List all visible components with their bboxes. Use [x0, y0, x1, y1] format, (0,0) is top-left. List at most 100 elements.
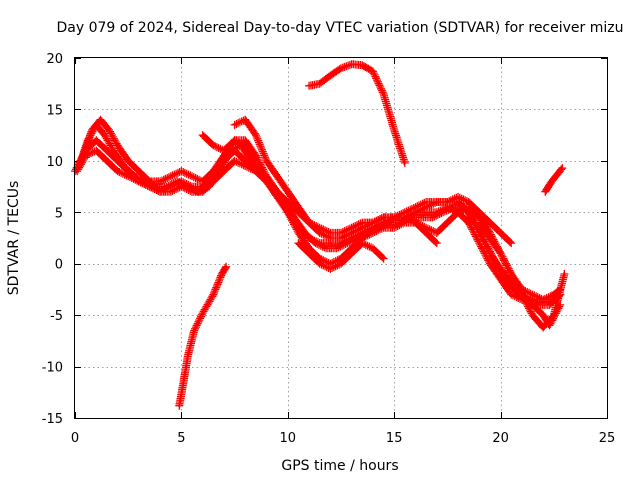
series-track-9	[475, 218, 569, 332]
data-point	[499, 231, 502, 235]
data-point	[186, 355, 189, 358]
data-point	[303, 231, 306, 235]
data-point	[452, 205, 455, 209]
data-point	[478, 221, 481, 224]
data-point	[367, 231, 370, 235]
data-point	[435, 231, 438, 235]
data-point	[552, 293, 555, 296]
data-point	[229, 149, 232, 152]
data-point	[499, 277, 502, 281]
y-axis-label: SDTVAR / TECUs	[6, 181, 22, 296]
data-point	[169, 175, 172, 178]
data-point	[414, 221, 417, 224]
data-point	[393, 128, 396, 132]
data-point	[467, 200, 470, 204]
series-markers	[77, 115, 565, 304]
data-point	[112, 149, 115, 152]
data-point	[563, 272, 566, 276]
data-point	[446, 221, 449, 224]
data-point	[286, 200, 289, 204]
data-point	[86, 139, 90, 142]
data-point	[224, 265, 228, 268]
series-track-7	[294, 239, 388, 273]
data-point	[318, 262, 321, 265]
data-point	[548, 303, 551, 307]
data-point	[510, 241, 513, 245]
data-point	[424, 205, 428, 209]
data-point	[180, 169, 183, 173]
data-point	[456, 211, 460, 214]
data-point	[339, 67, 343, 70]
data-point	[318, 226, 321, 229]
data-point	[158, 180, 162, 183]
data-point	[329, 262, 332, 265]
data-point	[254, 169, 258, 173]
data-point	[158, 190, 162, 193]
data-point	[148, 185, 151, 188]
data-point	[371, 247, 375, 250]
data-series	[71, 60, 569, 410]
data-point	[276, 175, 279, 178]
data-point	[201, 133, 204, 137]
data-point	[488, 252, 492, 255]
chart-title: Day 079 of 2024, Sidereal Day-to-day VTE…	[57, 20, 624, 36]
data-point	[127, 175, 130, 178]
y-tick-label: -5	[50, 309, 63, 324]
data-point	[424, 231, 428, 235]
data-point	[329, 267, 332, 271]
data-point	[478, 211, 481, 214]
data-point	[165, 185, 168, 188]
data-point	[361, 226, 364, 229]
data-point	[339, 236, 343, 240]
data-point	[212, 169, 215, 173]
data-point	[222, 149, 226, 152]
data-point	[399, 221, 402, 224]
data-point	[488, 221, 492, 224]
data-point	[378, 226, 381, 229]
data-point	[335, 247, 338, 250]
y-tick-label: 20	[46, 52, 63, 67]
data-point	[435, 241, 438, 245]
data-point	[201, 190, 204, 193]
data-point	[544, 190, 547, 193]
data-point	[244, 118, 247, 121]
data-point	[190, 190, 194, 193]
data-point	[169, 190, 172, 193]
data-point	[307, 247, 311, 250]
data-point	[233, 159, 236, 163]
data-point	[137, 180, 140, 183]
data-point	[361, 221, 364, 224]
data-point	[403, 216, 406, 219]
data-point	[122, 164, 126, 168]
data-point	[233, 139, 236, 142]
data-point	[371, 221, 375, 224]
data-point	[193, 329, 196, 332]
data-point	[201, 311, 204, 315]
series-markers	[305, 60, 409, 167]
data-point	[467, 221, 470, 224]
data-point	[339, 257, 343, 260]
data-point	[254, 159, 258, 163]
y-tick-label: 5	[55, 206, 63, 221]
data-point	[393, 226, 396, 229]
data-point	[382, 216, 385, 219]
data-point	[420, 216, 424, 219]
data-point	[265, 180, 268, 183]
data-point	[488, 236, 492, 240]
data-point	[382, 257, 385, 260]
data-point	[350, 226, 353, 229]
series-track-2	[77, 115, 565, 304]
data-point	[318, 257, 321, 260]
data-point	[244, 144, 247, 147]
data-point	[350, 252, 353, 255]
data-point	[324, 247, 328, 250]
data-point	[318, 231, 321, 235]
data-point	[346, 241, 349, 245]
data-point	[190, 175, 194, 178]
data-point	[499, 267, 502, 271]
y-tick-label: 15	[46, 103, 63, 118]
data-point	[314, 241, 317, 245]
data-point	[286, 190, 289, 193]
data-point	[414, 205, 417, 209]
